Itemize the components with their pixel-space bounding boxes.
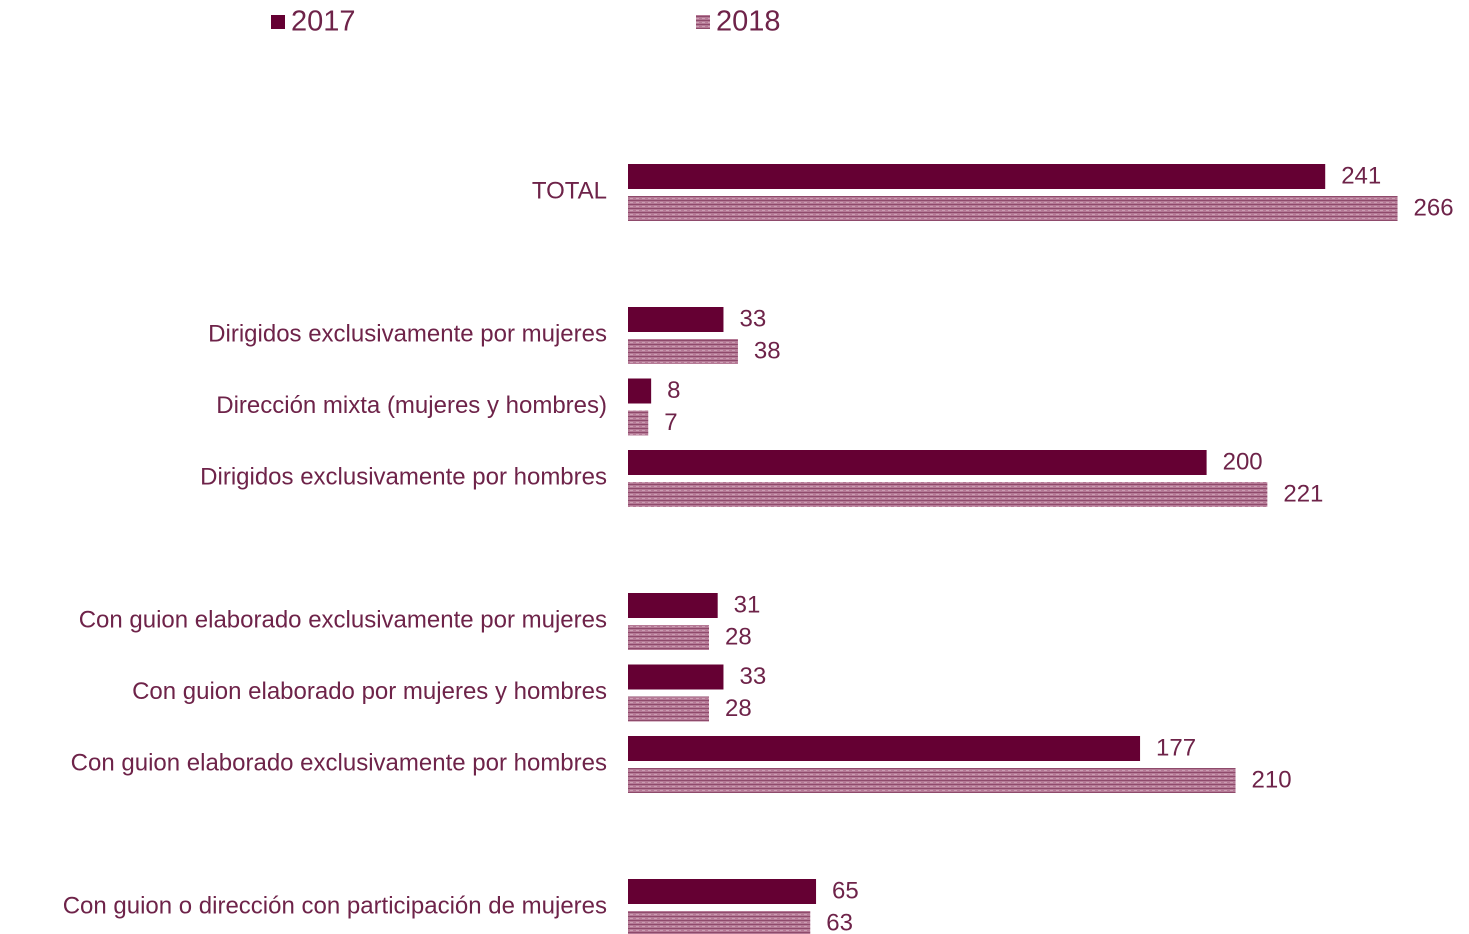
bar (628, 164, 1326, 189)
bar (628, 339, 738, 364)
bar (628, 196, 1398, 221)
bar (628, 911, 811, 934)
category-label: Dirigidos exclusivamente por hombres (200, 463, 607, 490)
bar (628, 593, 718, 618)
category-label: TOTAL (532, 177, 607, 204)
bar (628, 625, 710, 650)
value-label: 221 (1283, 480, 1323, 507)
value-label: 28 (725, 623, 752, 650)
value-label: 65 (832, 877, 859, 904)
value-label: 38 (754, 337, 781, 364)
bar (628, 736, 1141, 761)
category-label: Con guion elaborado exclusivamente por m… (79, 606, 607, 633)
category-label: Con guion o dirección con participación … (63, 892, 607, 919)
value-label: 210 (1252, 766, 1292, 793)
value-label: 33 (739, 663, 766, 690)
bar (628, 879, 817, 904)
legend-swatch (271, 15, 285, 29)
legend-swatch (696, 15, 710, 29)
bar (628, 768, 1236, 793)
category-label: Dirección mixta (mujeres y hombres) (216, 392, 607, 419)
value-label: 33 (739, 305, 766, 332)
legend-label: 2017 (291, 6, 356, 38)
bar (628, 482, 1268, 507)
value-label: 63 (826, 909, 853, 934)
bar (628, 378, 652, 404)
value-label: 7 (664, 409, 677, 436)
bar (628, 664, 724, 690)
bar (628, 696, 710, 722)
category-label: Con guion elaborado exclusivamente por h… (71, 749, 607, 776)
legend-label: 2018 (716, 6, 781, 38)
bar (628, 307, 724, 332)
category-label: Dirigidos exclusivamente por mujeres (208, 320, 607, 347)
bar (628, 450, 1207, 475)
value-label: 200 (1223, 448, 1263, 475)
category-label: Con guion elaborado por mujeres y hombre… (132, 678, 607, 705)
value-label: 28 (725, 695, 752, 722)
value-label: 241 (1341, 162, 1381, 189)
value-label: 177 (1156, 734, 1196, 761)
value-label: 8 (667, 377, 680, 404)
value-label: 266 (1414, 194, 1454, 221)
bar (628, 410, 649, 436)
value-label: 31 (734, 591, 761, 618)
